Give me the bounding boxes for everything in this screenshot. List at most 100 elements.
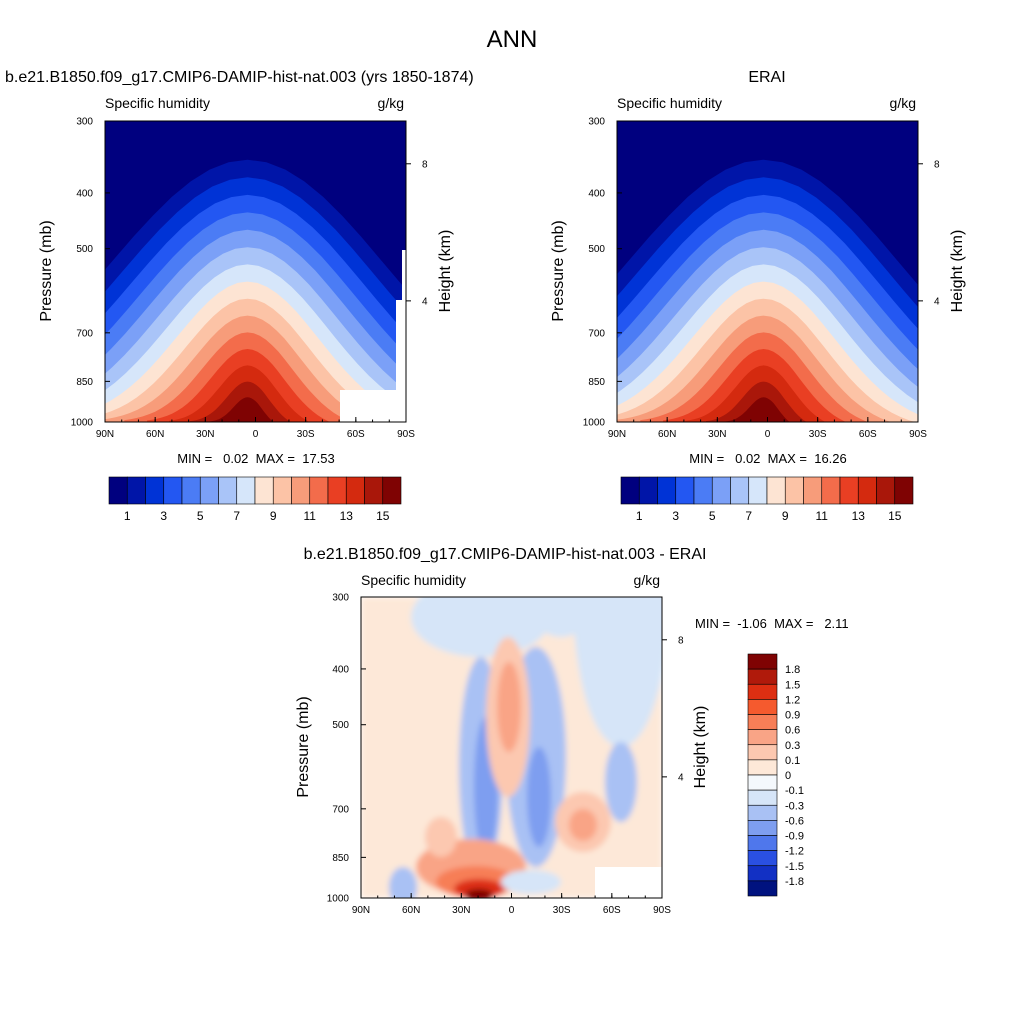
- x-tick-label: 90S: [397, 429, 415, 440]
- right-string: g/kg: [634, 572, 660, 588]
- colorbar-label: 9: [270, 509, 277, 523]
- contour-level: [497, 662, 521, 752]
- colorbar-box: [291, 476, 311, 505]
- colorbar-box: [345, 476, 365, 505]
- contour-field: [105, 121, 406, 422]
- colorbar-box: [747, 820, 778, 836]
- colorbar-box: [327, 476, 347, 505]
- colorbar-box: [747, 744, 778, 761]
- y-axis-label: Pressure (mb): [38, 220, 55, 321]
- contour-level: [389, 867, 417, 898]
- panel-erai: ERAI Specific humidity g/kg 90N 60N 30N 0 30…: [550, 69, 966, 523]
- contour-level: [527, 747, 551, 847]
- colorbar-label: 7: [745, 509, 752, 523]
- y-right-tick-label: 8: [934, 159, 940, 170]
- missing-data-patch: [340, 390, 406, 422]
- colorbar-box: [747, 850, 778, 867]
- min-max-stats: MIN = 0.02 MAX = 16.26: [689, 451, 847, 466]
- colorbar-box: [254, 476, 274, 505]
- colorbar-label: 13: [340, 509, 354, 523]
- colorbar-box: [236, 476, 256, 505]
- colorbar-box: [638, 476, 658, 505]
- colorbar-label: -0.1: [785, 785, 804, 797]
- colorbar-box: [857, 476, 877, 505]
- colorbar-label: 0.6: [785, 725, 800, 737]
- left-string: Specific humidity: [105, 95, 210, 111]
- colorbar-box: [747, 653, 778, 670]
- min-max-stats: MIN = -1.06 MAX = 2.11: [695, 616, 849, 631]
- colorbar-label: 3: [672, 509, 679, 523]
- y-axis-right-label: Height (km): [949, 230, 966, 313]
- y-tick-label: 850: [588, 377, 605, 388]
- colorbar-box: [747, 668, 778, 685]
- y-tick-label: 1000: [327, 894, 350, 905]
- left-string: Specific humidity: [361, 572, 466, 588]
- y-tick-label: 300: [588, 117, 605, 128]
- colorbar-box: [108, 476, 128, 505]
- colorbar-box: [747, 774, 778, 791]
- y-tick-label: 400: [332, 664, 349, 675]
- x-tick-label: 0: [253, 429, 259, 440]
- x-tick-label: 60S: [859, 429, 877, 440]
- colorbar-box: [894, 476, 914, 505]
- x-tick-label: 0: [765, 429, 771, 440]
- colorbar-box: [675, 476, 695, 505]
- missing-data-patch: [396, 300, 406, 392]
- colorbar-box: [382, 476, 402, 505]
- colorbar-box: [218, 476, 238, 505]
- contour-level: [465, 889, 493, 898]
- colorbar-label: 1: [124, 509, 131, 523]
- contour-level: [573, 597, 662, 747]
- y-tick-label: 850: [332, 853, 349, 864]
- y-tick-label: 1000: [583, 418, 606, 429]
- colorbar-box: [747, 789, 778, 806]
- x-tick-label: 60N: [658, 429, 676, 440]
- colorbar-box: [803, 476, 823, 505]
- y-right-tick-label: 4: [934, 296, 940, 307]
- panel-difference: b.e21.B1850.f09_g17.CMIP6-DAMIP-hist-nat…: [295, 546, 849, 916]
- x-tick-label: 60S: [347, 429, 365, 440]
- colorbar-box: [620, 476, 640, 505]
- y-tick-label: 850: [76, 377, 93, 388]
- x-tick-label: 90S: [909, 429, 927, 440]
- contour-field: [617, 121, 918, 422]
- contour-level: [605, 742, 637, 822]
- y-axis-label: Pressure (mb): [295, 696, 312, 797]
- y-tick-label: 1000: [71, 418, 94, 429]
- colorbar-label: -1.2: [785, 846, 804, 858]
- colorbar-label: -0.6: [785, 815, 804, 827]
- panel-title: b.e21.B1850.f09_g17.CMIP6-DAMIP-hist-nat…: [5, 69, 474, 86]
- colorbar-box: [821, 476, 841, 505]
- y-tick-label: 400: [588, 188, 605, 199]
- contour-level: [501, 870, 561, 894]
- figure-title: ANN: [487, 26, 538, 53]
- contour-level: [411, 597, 551, 657]
- colorbar-label: 0.9: [785, 710, 800, 722]
- y-right-tick-label: 4: [422, 296, 428, 307]
- colorbar-box: [784, 476, 804, 505]
- contour-field: [361, 597, 662, 898]
- colorbar-label: -0.9: [785, 831, 804, 843]
- colorbar-box: [309, 476, 329, 505]
- colorbar-label: 5: [709, 509, 716, 523]
- colorbar-label: 7: [233, 509, 240, 523]
- colorbar: 1.8 1.5 1.2 0.9 0.6 0.3 0.1 0 -0.1 -0.3 -0.6 -0.9 -1…: [747, 653, 804, 897]
- x-tick-label: 90N: [352, 905, 370, 916]
- y-tick-label: 500: [76, 244, 93, 255]
- y-right-tick-label: 8: [422, 159, 428, 170]
- colorbar-label: -1.5: [785, 861, 804, 873]
- y-tick-label: 500: [588, 244, 605, 255]
- y-axis-right-label: Height (km): [437, 230, 454, 313]
- x-tick-label: 30S: [297, 429, 315, 440]
- colorbar-label: 1.2: [785, 694, 800, 706]
- colorbar-label: -0.3: [785, 800, 804, 812]
- y-tick-label: 400: [76, 188, 93, 199]
- y-right-tick-label: 8: [678, 635, 684, 646]
- colorbar-label: 11: [816, 509, 829, 523]
- colorbar-box: [839, 476, 859, 505]
- colorbar-box: [693, 476, 713, 505]
- right-string: g/kg: [378, 95, 404, 111]
- colorbar-box: [747, 714, 778, 730]
- colorbar-label: 15: [888, 509, 902, 523]
